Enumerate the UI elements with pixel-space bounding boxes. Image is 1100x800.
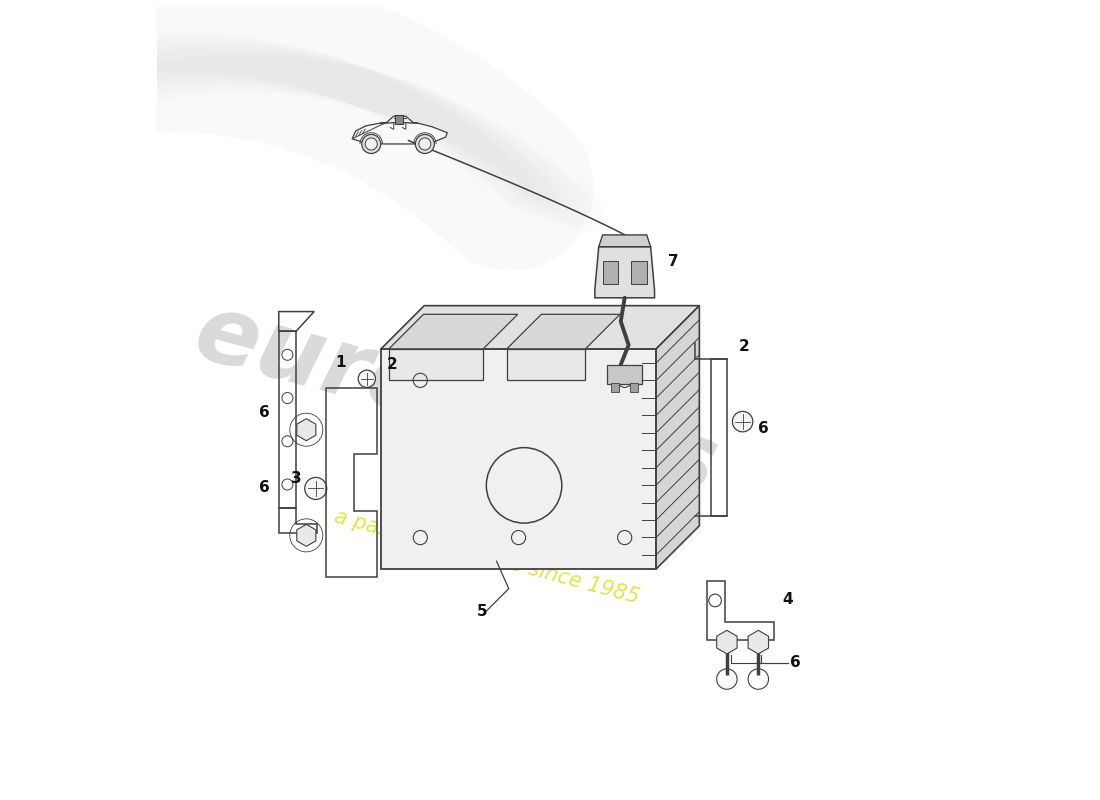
Circle shape	[733, 411, 752, 432]
Circle shape	[305, 478, 327, 499]
Polygon shape	[381, 306, 700, 349]
Text: 6: 6	[758, 422, 769, 437]
Text: 6: 6	[790, 655, 801, 670]
Bar	[631, 261, 647, 285]
Text: 2: 2	[739, 339, 749, 354]
Polygon shape	[598, 235, 650, 246]
Circle shape	[359, 370, 375, 387]
Text: euroPares: euroPares	[185, 286, 727, 514]
Polygon shape	[379, 116, 418, 123]
Polygon shape	[748, 630, 769, 654]
Text: 7: 7	[668, 254, 679, 270]
Bar	[278, 331, 296, 508]
Text: 4: 4	[782, 592, 792, 607]
Text: a passion for parts since 1985: a passion for parts since 1985	[332, 506, 641, 608]
Circle shape	[416, 134, 434, 154]
Text: 5: 5	[477, 604, 488, 619]
Text: 6: 6	[260, 405, 270, 419]
Bar	[603, 261, 618, 285]
Bar	[507, 349, 585, 380]
Polygon shape	[717, 630, 737, 654]
Polygon shape	[507, 314, 620, 349]
Bar	[607, 365, 642, 384]
Text: 3: 3	[290, 470, 301, 486]
Polygon shape	[595, 246, 654, 298]
Bar	[712, 358, 727, 516]
Bar	[395, 115, 404, 124]
Polygon shape	[656, 306, 700, 569]
Polygon shape	[297, 418, 316, 441]
Circle shape	[362, 134, 381, 154]
Circle shape	[419, 138, 431, 150]
Circle shape	[365, 138, 377, 150]
Text: 6: 6	[260, 480, 270, 495]
Bar	[612, 382, 619, 392]
Bar	[388, 349, 483, 380]
Polygon shape	[297, 524, 316, 546]
Polygon shape	[352, 122, 448, 144]
Text: 1: 1	[336, 354, 345, 370]
Bar	[630, 382, 638, 392]
Bar	[381, 349, 656, 569]
Polygon shape	[388, 314, 518, 349]
Text: 2: 2	[386, 358, 397, 372]
